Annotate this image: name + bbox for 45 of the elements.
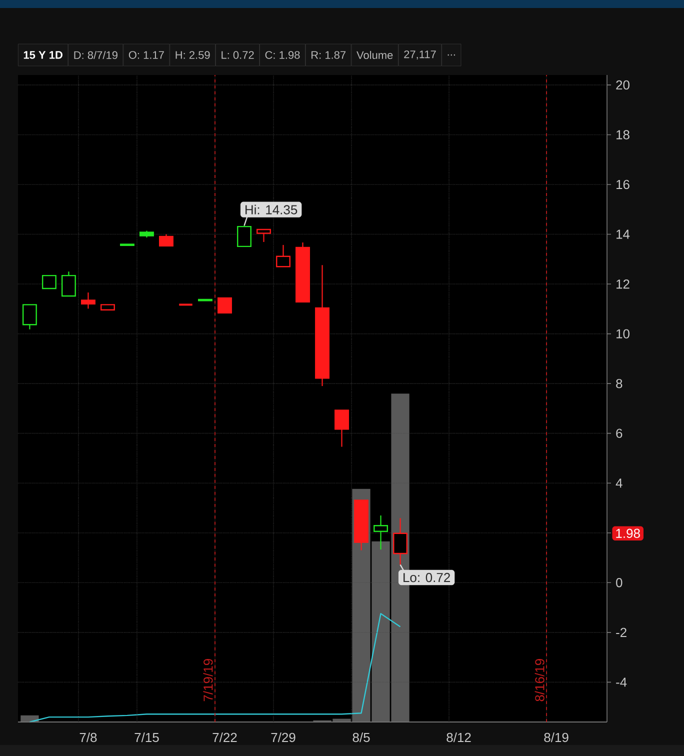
annotation: 8/16/19 <box>534 659 544 702</box>
candlestick <box>158 234 174 247</box>
candlestick <box>218 297 232 314</box>
y-tick-label: 6 <box>616 428 622 438</box>
text: Volume <box>356 50 393 60</box>
candlestick <box>276 244 290 268</box>
candlestick <box>80 292 96 310</box>
candlestick <box>374 514 388 550</box>
y-tick-label: 12 <box>616 279 630 289</box>
annotation: Hi: 14.35 <box>246 204 298 214</box>
annotation: Lo: 0.72 <box>404 572 450 582</box>
x-tick-label: 8/19 <box>544 732 568 742</box>
y-tick-label: 0 <box>616 578 622 588</box>
x-tick-label: 7/29 <box>271 732 296 742</box>
annotation: 7/19/19 <box>203 659 213 702</box>
text: 27,117 <box>404 50 436 60</box>
candlestick <box>22 304 37 330</box>
text: 1.98 <box>616 528 640 538</box>
text: D: 8/7/19 <box>74 50 118 60</box>
text: R: 1.87 <box>312 51 346 59</box>
chart-title: 15 Y 1D <box>24 51 62 59</box>
text: ... <box>448 54 455 56</box>
text: H: 2.59 <box>176 51 210 59</box>
text: C: 1.98 <box>265 51 300 59</box>
y-tick-label: 16 <box>616 180 630 190</box>
x-tick-label: 7/15 <box>134 732 159 742</box>
text: L: 0.72 <box>222 51 254 59</box>
x-tick-label: 8/12 <box>446 732 471 742</box>
candlestick <box>256 228 271 243</box>
text: O: 1.17 <box>128 51 164 59</box>
y-tick-label: 18 <box>616 130 630 140</box>
y-tick-label: 8 <box>616 378 622 388</box>
candlestick <box>334 410 349 448</box>
x-tick-label: 7/22 <box>212 732 237 742</box>
y-tick-label: -2 <box>616 628 626 637</box>
y-tick-label: 14 <box>616 230 630 239</box>
y-tick-label: -4 <box>616 678 627 687</box>
y-tick-label: 10 <box>616 329 630 338</box>
candlestick <box>393 518 408 566</box>
y-tick-label: 20 <box>616 80 630 90</box>
x-tick-label: 8/5 <box>352 732 370 742</box>
x-tick-label: 7/8 <box>80 732 97 742</box>
y-tick-label: 4 <box>616 478 622 488</box>
candlestick <box>61 271 76 297</box>
candlestick <box>42 274 56 290</box>
